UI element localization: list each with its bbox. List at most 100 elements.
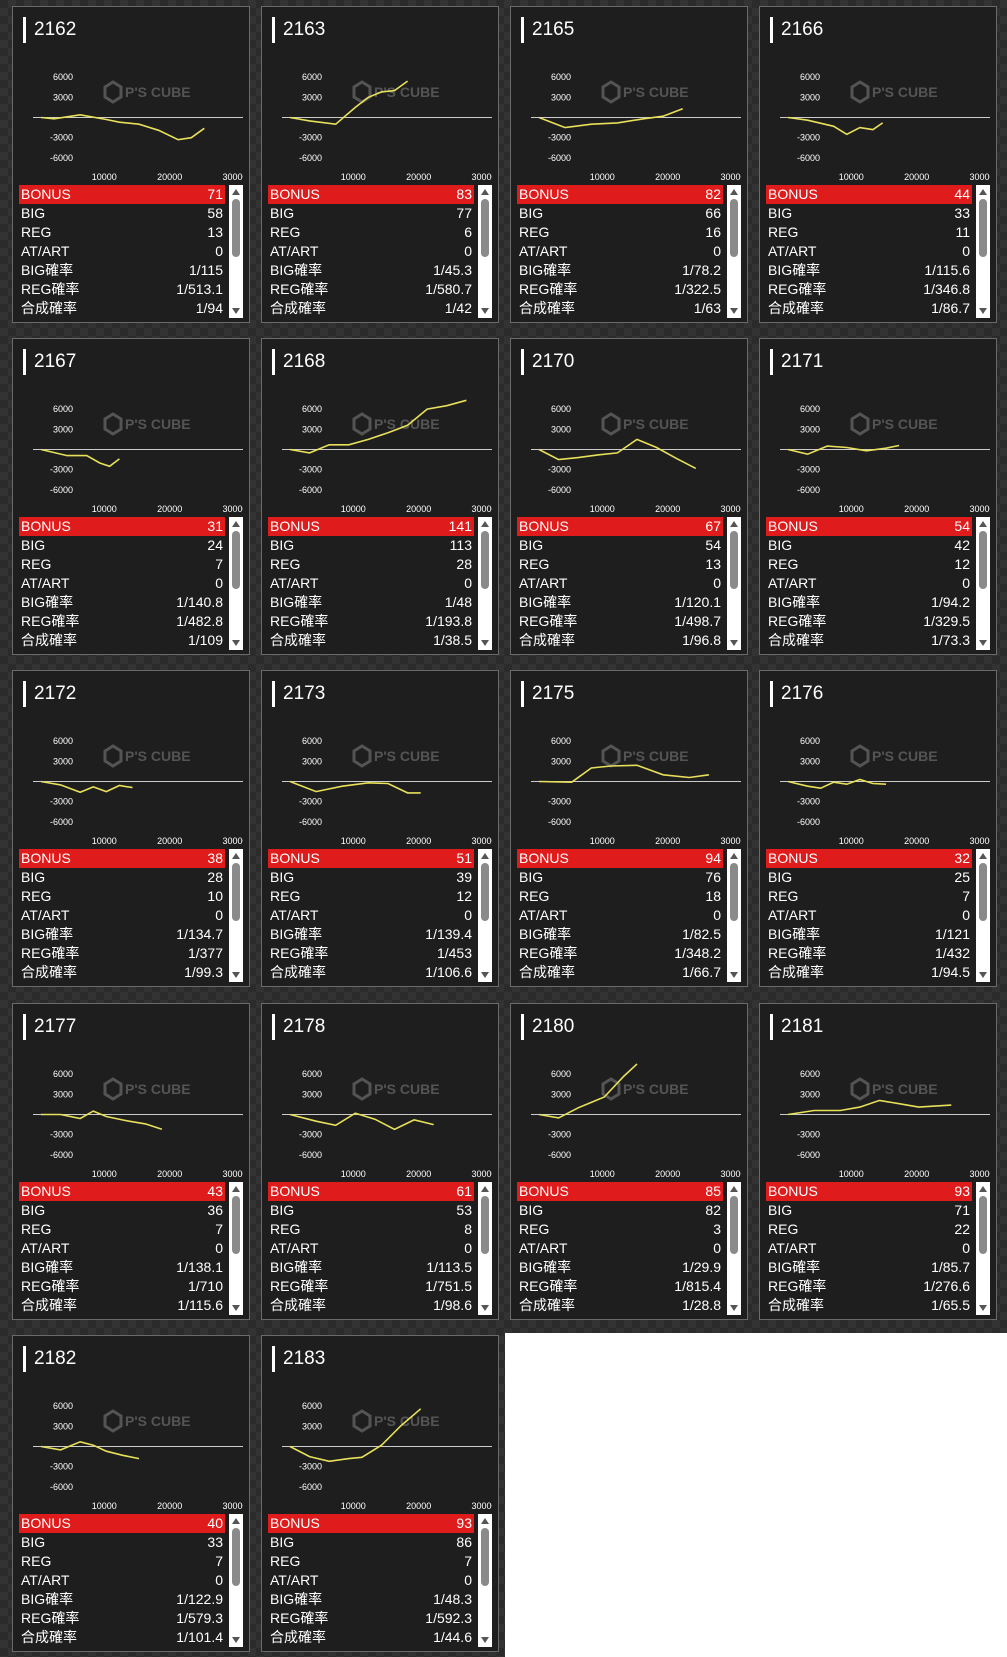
machine-card[interactable]: 2162 P'S CUBE 6000 3000 -3000 -6000 10000 20000… <box>12 6 250 323</box>
machine-card[interactable]: 2180 P'S CUBE 6000 3000 -3000 -6000 10000 20000… <box>510 1003 748 1320</box>
scroll-thumb[interactable] <box>979 531 987 589</box>
machine-card[interactable]: 2172 P'S CUBE 6000 3000 -3000 -6000 10000 20000… <box>12 670 250 987</box>
y-tick-label: 6000 <box>302 404 322 414</box>
scroll-up-icon[interactable] <box>730 853 738 859</box>
scroll-thumb[interactable] <box>730 863 738 921</box>
scroll-thumb[interactable] <box>730 1196 738 1254</box>
stats-label: REG <box>270 888 301 904</box>
scroll-up-icon[interactable] <box>730 1186 738 1192</box>
machine-card[interactable]: 2181 P'S CUBE 6000 3000 -3000 -6000 10000 20000… <box>759 1003 997 1320</box>
stats-scrollbar[interactable] <box>727 185 741 318</box>
stats-scrollbar[interactable] <box>976 1182 990 1315</box>
machine-card[interactable]: 2170 P'S CUBE 6000 3000 -3000 -6000 10000 20000… <box>510 338 748 655</box>
stats-value: 7 <box>215 556 223 572</box>
x-tick-label: 10000 <box>92 836 117 846</box>
scroll-up-icon[interactable] <box>232 1518 240 1524</box>
scroll-down-icon[interactable] <box>481 972 489 978</box>
scroll-up-icon[interactable] <box>730 521 738 527</box>
scroll-up-icon[interactable] <box>481 1186 489 1192</box>
scroll-up-icon[interactable] <box>481 521 489 527</box>
stats-scrollbar[interactable] <box>976 185 990 318</box>
machine-card[interactable]: 2175 P'S CUBE 6000 3000 -3000 -6000 10000 20000… <box>510 670 748 987</box>
machine-card[interactable]: 2165 P'S CUBE 6000 3000 -3000 -6000 10000 20000… <box>510 6 748 323</box>
scroll-up-icon[interactable] <box>232 189 240 195</box>
scroll-down-icon[interactable] <box>232 972 240 978</box>
machine-card[interactable]: 2163 P'S CUBE 6000 3000 -3000 -6000 10000 20000… <box>261 6 499 323</box>
scroll-down-icon[interactable] <box>481 640 489 646</box>
scroll-thumb[interactable] <box>481 863 489 921</box>
scroll-down-icon[interactable] <box>979 972 987 978</box>
scroll-up-icon[interactable] <box>979 189 987 195</box>
scroll-up-icon[interactable] <box>481 189 489 195</box>
stats-row-reg-rate: REG確率 1/346.8 <box>766 280 972 299</box>
scroll-thumb[interactable] <box>979 1196 987 1254</box>
stats-scrollbar[interactable] <box>478 849 492 982</box>
stats-scrollbar[interactable] <box>229 849 243 982</box>
x-tick-label: 20000 <box>406 1501 431 1511</box>
scroll-thumb[interactable] <box>979 863 987 921</box>
scroll-down-icon[interactable] <box>730 640 738 646</box>
stats-label: REG <box>519 888 550 904</box>
scroll-up-icon[interactable] <box>232 853 240 859</box>
scroll-up-icon[interactable] <box>232 1186 240 1192</box>
scroll-up-icon[interactable] <box>232 521 240 527</box>
scroll-thumb[interactable] <box>232 1528 240 1586</box>
stats-scrollbar[interactable] <box>229 1514 243 1647</box>
stats-scrollbar[interactable] <box>727 849 741 982</box>
stats-scrollbar[interactable] <box>727 1182 741 1315</box>
stats-scrollbar[interactable] <box>976 849 990 982</box>
scroll-down-icon[interactable] <box>232 308 240 314</box>
scroll-thumb[interactable] <box>481 1528 489 1586</box>
scroll-up-icon[interactable] <box>481 853 489 859</box>
machine-card[interactable]: 2183 P'S CUBE 6000 3000 -3000 -6000 10000 20000… <box>261 1335 499 1652</box>
scroll-thumb[interactable] <box>232 863 240 921</box>
scroll-up-icon[interactable] <box>481 1518 489 1524</box>
scroll-up-icon[interactable] <box>979 853 987 859</box>
scroll-thumb[interactable] <box>232 199 240 257</box>
machine-card[interactable]: 2173 P'S CUBE 6000 3000 -3000 -6000 10000 20000… <box>261 670 499 987</box>
machine-card[interactable]: 2171 P'S CUBE 6000 3000 -3000 -6000 10000 20000… <box>759 338 997 655</box>
stats-scrollbar[interactable] <box>229 517 243 650</box>
scroll-down-icon[interactable] <box>232 1637 240 1643</box>
scroll-thumb[interactable] <box>481 531 489 589</box>
stats-scrollbar[interactable] <box>478 185 492 318</box>
machine-card[interactable]: 2168 P'S CUBE 6000 3000 -3000 -6000 10000 20000… <box>261 338 499 655</box>
scroll-up-icon[interactable] <box>730 189 738 195</box>
machine-card[interactable]: 2176 P'S CUBE 6000 3000 -3000 -6000 10000 20000… <box>759 670 997 987</box>
stats-value: 10 <box>207 888 223 904</box>
scroll-down-icon[interactable] <box>730 972 738 978</box>
scroll-thumb[interactable] <box>481 1196 489 1254</box>
scroll-down-icon[interactable] <box>481 308 489 314</box>
machine-card[interactable]: 2166 P'S CUBE 6000 3000 -3000 -6000 10000 20000… <box>759 6 997 323</box>
stats-scrollbar[interactable] <box>478 517 492 650</box>
scroll-thumb[interactable] <box>232 1196 240 1254</box>
scroll-up-icon[interactable] <box>979 1186 987 1192</box>
stats-scrollbar[interactable] <box>727 517 741 650</box>
scroll-thumb[interactable] <box>979 199 987 257</box>
scroll-thumb[interactable] <box>730 199 738 257</box>
scroll-down-icon[interactable] <box>730 308 738 314</box>
machine-card[interactable]: 2178 P'S CUBE 6000 3000 -3000 -6000 10000 20000… <box>261 1003 499 1320</box>
stats-scrollbar[interactable] <box>976 517 990 650</box>
stats-scrollbar[interactable] <box>229 1182 243 1315</box>
machine-card[interactable]: 2182 P'S CUBE 6000 3000 -3000 -6000 10000 20000… <box>12 1335 250 1652</box>
scroll-down-icon[interactable] <box>481 1305 489 1311</box>
scroll-down-icon[interactable] <box>232 640 240 646</box>
scroll-thumb[interactable] <box>730 531 738 589</box>
scroll-down-icon[interactable] <box>481 1637 489 1643</box>
machine-card[interactable]: 2167 P'S CUBE 6000 3000 -3000 -6000 10000 20000… <box>12 338 250 655</box>
scroll-down-icon[interactable] <box>979 640 987 646</box>
stats-scrollbar[interactable] <box>478 1182 492 1315</box>
scroll-down-icon[interactable] <box>979 1305 987 1311</box>
scroll-down-icon[interactable] <box>730 1305 738 1311</box>
stats-scrollbar[interactable] <box>229 185 243 318</box>
scroll-down-icon[interactable] <box>232 1305 240 1311</box>
scroll-thumb[interactable] <box>481 199 489 257</box>
machine-card[interactable]: 2177 P'S CUBE 6000 3000 -3000 -6000 10000 20000… <box>12 1003 250 1320</box>
scroll-thumb[interactable] <box>232 531 240 589</box>
scroll-down-icon[interactable] <box>979 308 987 314</box>
stats-label: 合成確率 <box>768 1297 824 1313</box>
stats-scrollbar[interactable] <box>478 1514 492 1647</box>
scroll-up-icon[interactable] <box>979 521 987 527</box>
stats-row-big: BIG 25 <box>766 868 972 887</box>
